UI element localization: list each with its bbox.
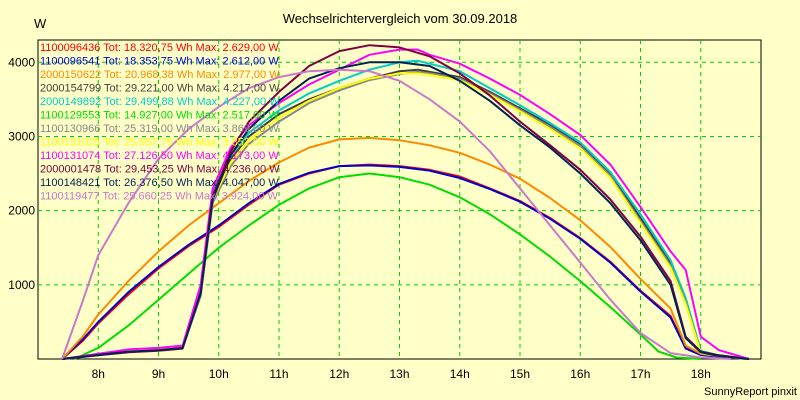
y-tick-label: 4000 [8, 55, 35, 69]
legend-entry: 2000001478 Tot: 29.453,25 Wh Max: 4.236,… [40, 164, 280, 176]
legend-entry: 1100096436 Tot: 18.320,75 Wh Max: 2.629,… [40, 42, 279, 54]
y-tick-label: 3000 [8, 129, 35, 143]
x-tick-label: 18h [691, 367, 711, 381]
x-tick-label: 8h [92, 367, 105, 381]
footer-credit: SunnyReport pinxit [704, 386, 797, 398]
series-line [73, 172, 701, 360]
series-line [61, 61, 750, 360]
x-tick-label: 16h [570, 367, 590, 381]
x-tick-label: 14h [450, 367, 470, 381]
x-tick-label: 13h [389, 367, 409, 381]
x-tick-label: 17h [630, 367, 650, 381]
grid [38, 40, 761, 359]
x-tick-label: 10h [209, 367, 229, 381]
legend-entry: 1100131025 Tot: 25.957,75 Wh Max: 3.852,… [40, 137, 279, 149]
legend-entry: 1100130966 Tot: 25.319,00 Wh Max: 3.869,… [40, 123, 279, 135]
legend-entry: 1100119477 Tot: 25.660,25 Wh Max: 3.924,… [40, 191, 279, 203]
legend-entry: 1100096541 Tot: 18.353,75 Wh Max: 2.612,… [40, 56, 279, 68]
legend-entry: 2000149892 Tot: 29.499,88 Wh Max: 4.227,… [40, 96, 280, 108]
x-axis-ticks: 8h 9h 10h 11h 12h 13h 14h 15h 16h 17h 18h [92, 367, 711, 381]
x-tick-label: 12h [329, 367, 349, 381]
legend-entry: 1100129553 Tot: 14.927,00 Wh Max: 2.517,… [40, 110, 279, 122]
y-tick-label: 1000 [8, 278, 35, 292]
y-tick-label: 2000 [8, 204, 35, 218]
y-axis-label: W [34, 16, 47, 31]
x-tick-label: 9h [152, 367, 165, 381]
series-lines [61, 44, 750, 360]
series-line [61, 164, 750, 360]
y-axis-ticks: 1000 2000 3000 4000 [8, 55, 35, 292]
x-tick-label: 11h [269, 367, 288, 381]
legend-entry: 1100148421 Tot: 26.376,50 Wh Max: 4.047,… [40, 177, 279, 189]
legend: 1100096436 Tot: 18.320,75 Wh Max: 2.629,… [40, 42, 280, 203]
series-line [61, 68, 731, 360]
series-line [61, 136, 750, 360]
legend-entry: 2000154799 Tot: 29.221,00 Wh Max: 4.217,… [40, 83, 280, 95]
legend-entry: 1100131074 Tot: 27.126,50 Wh Max: 4.173,… [40, 150, 279, 162]
chart-title: Wechselrichtervergleich vom 30.09.2018 [283, 11, 518, 26]
legend-entry: 2000150622 Tot: 20.968,38 Wh Max: 2.977,… [40, 69, 280, 81]
x-tick-label: 15h [510, 367, 530, 381]
